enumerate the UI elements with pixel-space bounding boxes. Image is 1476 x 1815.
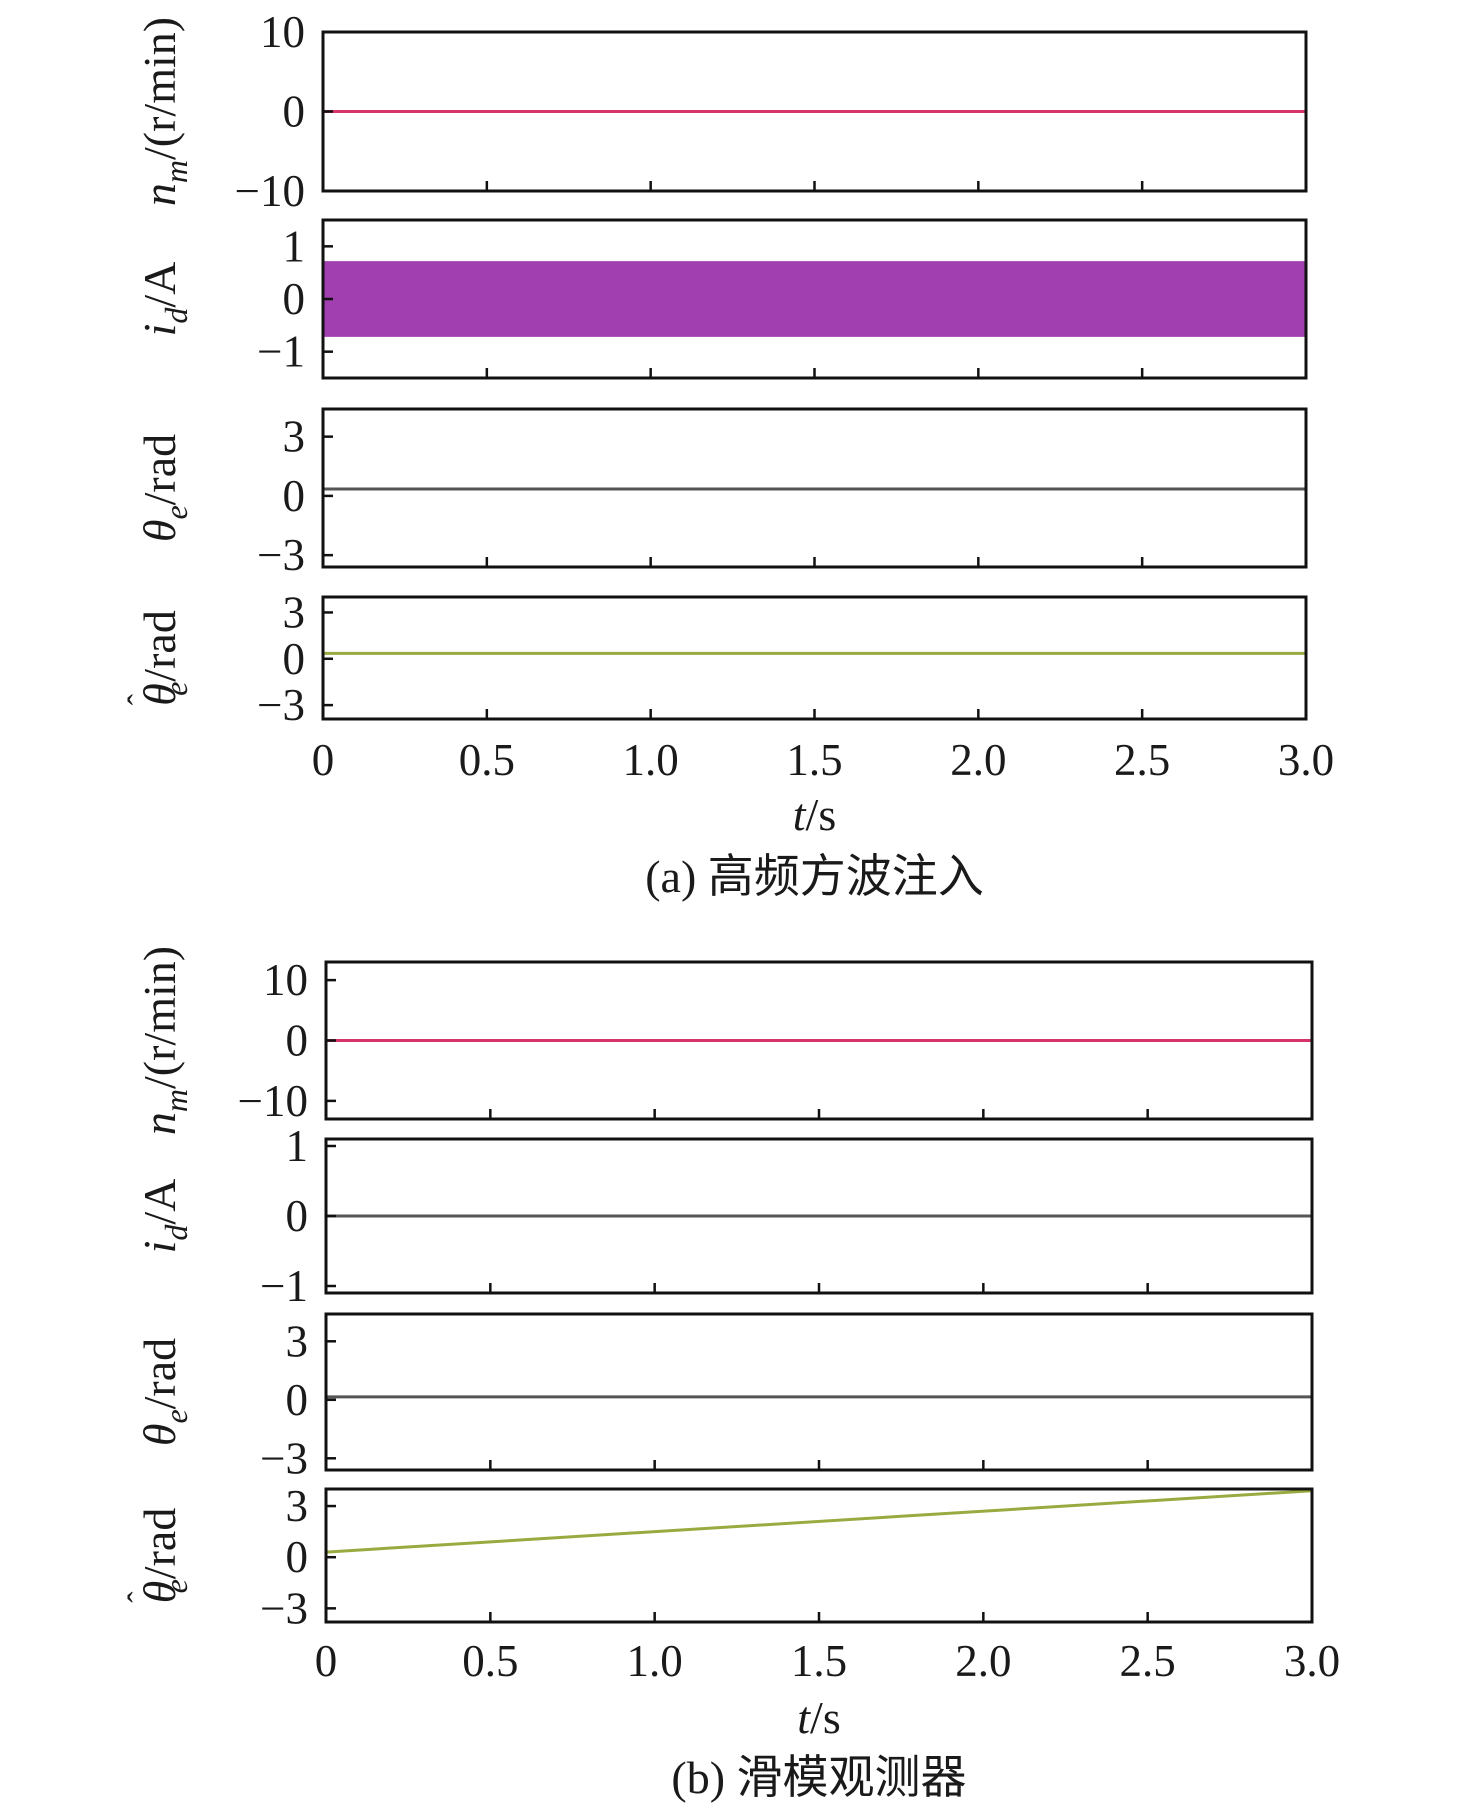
x-axis-label: t/s bbox=[797, 1692, 840, 1743]
subplot: 30−3 θˆe/rad bbox=[122, 1481, 1314, 1633]
y-tick-label: 3 bbox=[283, 412, 306, 462]
y-tick-label: 3 bbox=[283, 587, 306, 637]
subplot: 30−3 θˆe/rad bbox=[122, 587, 1308, 730]
y-tick-label: −3 bbox=[257, 680, 305, 730]
x-tick-label: 0.5 bbox=[459, 735, 515, 785]
y-axis-label: θˆe/rad bbox=[122, 610, 194, 706]
y-tick-label: 1 bbox=[283, 221, 306, 271]
y-tick-label: −1 bbox=[257, 327, 305, 377]
y-tick-label: −3 bbox=[257, 530, 305, 580]
series-line bbox=[325, 1489, 1313, 1554]
y-tick-label: 0 bbox=[283, 274, 306, 324]
y-tick-label: 0 bbox=[286, 1016, 309, 1066]
y-tick-label: 0 bbox=[286, 1375, 309, 1425]
plot-frame bbox=[321, 595, 1308, 721]
x-tick-label: 0 bbox=[315, 1636, 338, 1686]
subplot: 10 0 −10 nm/(r/min) bbox=[134, 946, 1314, 1135]
y-tick-label: 10 bbox=[260, 7, 305, 57]
x-tick-label: 2.5 bbox=[1114, 735, 1170, 785]
x-tick-label: 3.0 bbox=[1284, 1636, 1340, 1686]
y-tick-label: 10 bbox=[263, 955, 308, 1005]
plot-frame bbox=[324, 1487, 1314, 1624]
chart-panel-b: 100−10nm/(r/min)10−1id/A30−3θe/rad30−3θˆ… bbox=[122, 946, 1340, 1803]
y-tick-label: 0 bbox=[286, 1191, 309, 1241]
plot-frame bbox=[324, 1312, 1314, 1472]
y-axis-label: id/A bbox=[134, 262, 194, 337]
y-axis-label: θe/rad bbox=[134, 1338, 194, 1446]
y-axis-label: θe/rad bbox=[134, 434, 194, 542]
subplot: 3 0 −3 θe/rad bbox=[134, 1312, 1314, 1483]
y-axis-label: nm/(r/min) bbox=[134, 946, 194, 1135]
x-tick-label: 2.5 bbox=[1120, 1636, 1176, 1686]
y-tick-label: 3 bbox=[286, 1316, 309, 1366]
y-axis-label: id/A bbox=[134, 1179, 194, 1254]
y-axis-label: θˆe/rad bbox=[122, 1508, 194, 1604]
x-tick-label: 1.5 bbox=[786, 735, 842, 785]
y-tick-label: −10 bbox=[238, 1076, 308, 1126]
panel-caption: (a) 高频方波注入 bbox=[645, 851, 984, 902]
subplot: 10 0 −10 nm/(r/min) bbox=[134, 7, 1308, 216]
y-tick-label: 0 bbox=[283, 634, 306, 684]
x-tick-label: 2.0 bbox=[955, 1636, 1011, 1686]
panel-caption: (b) 滑模观测器 bbox=[671, 1752, 966, 1803]
x-tick-label: 1.0 bbox=[627, 1636, 683, 1686]
chart-panel-a: 100−10nm/(r/min)10−1id/A30−3θe/rad30−3θˆ… bbox=[122, 7, 1334, 902]
y-tick-label: 0 bbox=[283, 471, 306, 521]
x-tick-label: 0 bbox=[312, 735, 335, 785]
y-tick-label: −1 bbox=[260, 1261, 308, 1311]
x-tick-label: 0.5 bbox=[462, 1636, 518, 1686]
series-band bbox=[323, 261, 1306, 337]
subplot: 1 0 −1 id/A bbox=[134, 1121, 1314, 1311]
x-tick-label: 1.0 bbox=[623, 735, 679, 785]
subplot: 3 0 −3 θe/rad bbox=[134, 407, 1308, 580]
y-tick-label: −3 bbox=[260, 1433, 308, 1483]
y-tick-label: −10 bbox=[235, 166, 305, 216]
x-tick-label: 1.5 bbox=[791, 1636, 847, 1686]
x-tick-label: 3.0 bbox=[1278, 735, 1334, 785]
y-tick-label: 1 bbox=[286, 1121, 309, 1171]
y-tick-label: 3 bbox=[286, 1481, 309, 1531]
y-tick-label: −3 bbox=[260, 1583, 308, 1633]
x-tick-label: 2.0 bbox=[950, 735, 1006, 785]
x-axis-label: t/s bbox=[793, 789, 836, 840]
y-axis-label: nm/(r/min) bbox=[134, 17, 194, 206]
y-tick-label: 0 bbox=[283, 87, 306, 137]
y-tick-label: 0 bbox=[286, 1532, 309, 1582]
subplot: 10−1 id/A bbox=[134, 218, 1308, 380]
